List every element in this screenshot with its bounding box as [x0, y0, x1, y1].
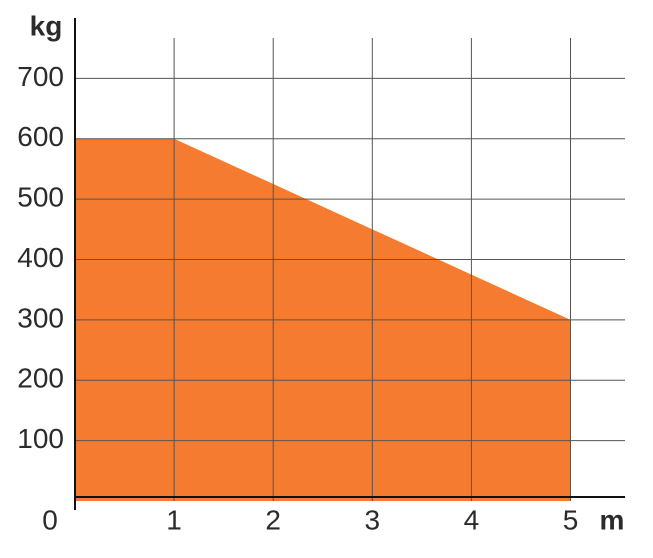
y-tick-label: 700 — [17, 61, 64, 92]
y-tick-label: 400 — [17, 242, 64, 273]
x-tick-label: 1 — [166, 504, 182, 535]
y-tick-label: 600 — [17, 121, 64, 152]
y-tick-label: 200 — [17, 363, 64, 394]
y-tick-label: 300 — [17, 302, 64, 333]
x-axis-label: m — [600, 504, 625, 535]
x-tick-label: 5 — [563, 504, 579, 535]
x-tick-label: 0 — [42, 504, 58, 535]
y-tick-label: 500 — [17, 182, 64, 213]
x-tick-label: 4 — [464, 504, 480, 535]
y-axis-label: kg — [30, 10, 63, 41]
y-tick-label: 100 — [17, 423, 64, 454]
x-tick-label: 3 — [365, 504, 381, 535]
x-tick-label: 2 — [265, 504, 281, 535]
